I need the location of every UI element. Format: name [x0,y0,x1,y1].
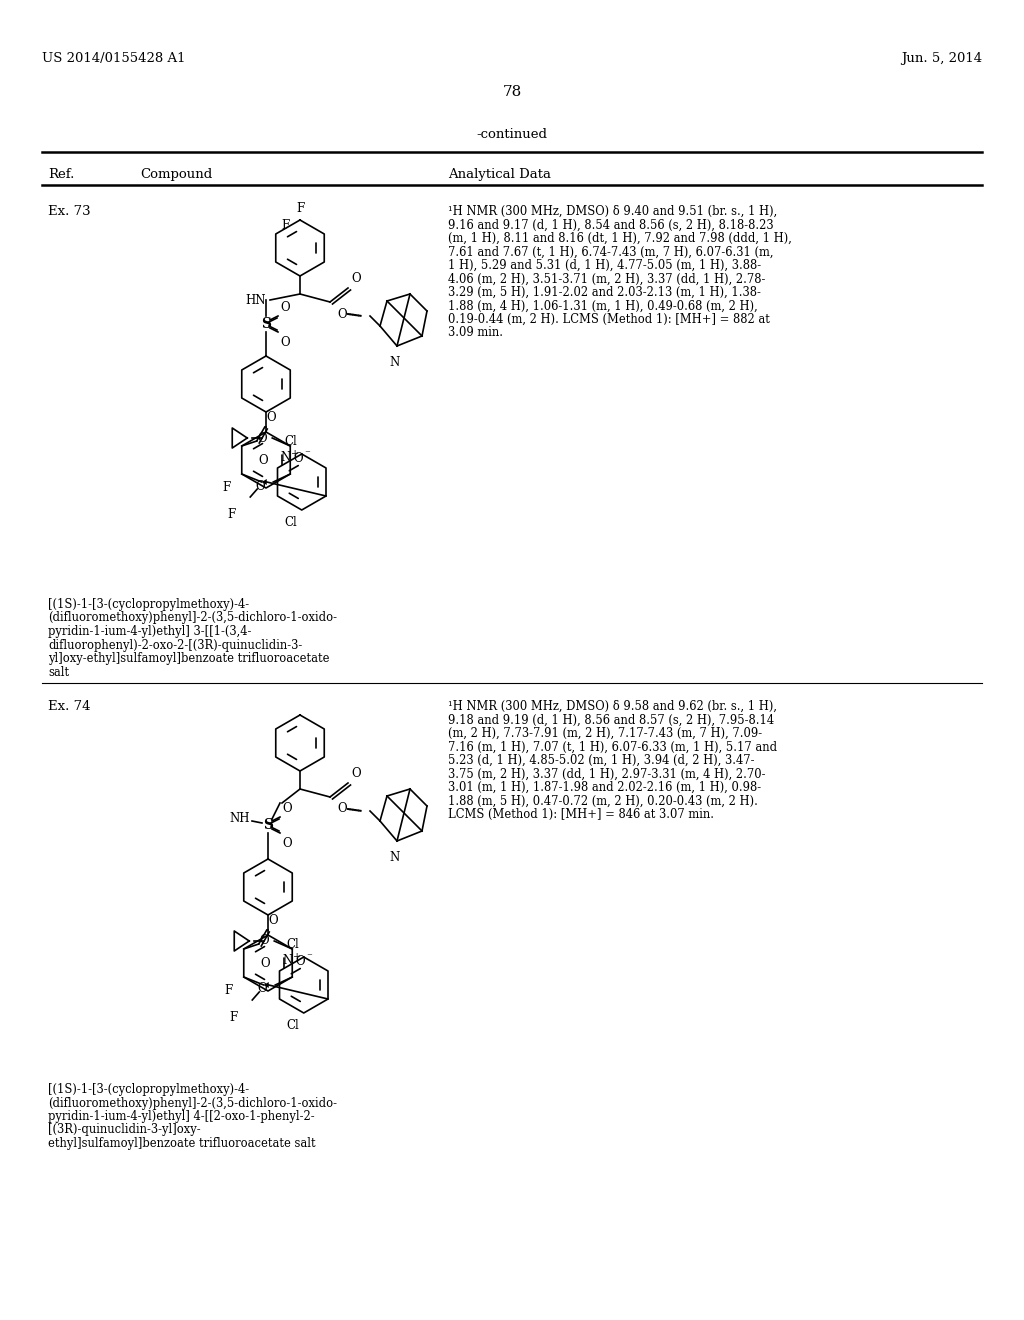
Text: O: O [282,837,292,850]
Text: F: F [222,480,230,494]
Text: F: F [282,219,290,232]
Text: 78: 78 [503,84,521,99]
Text: 3.09 min.: 3.09 min. [449,326,503,339]
Text: 7.16 (m, 1 H), 7.07 (t, 1 H), 6.07-6.33 (m, 1 H), 5.17 and: 7.16 (m, 1 H), 7.07 (t, 1 H), 6.07-6.33 … [449,741,777,754]
Text: N: N [281,451,291,465]
Text: O: O [280,337,290,348]
Text: 1.88 (m, 4 H), 1.06-1.31 (m, 1 H), 0.49-0.68 (m, 2 H),: 1.88 (m, 4 H), 1.06-1.31 (m, 1 H), 0.49-… [449,300,758,313]
Text: Compound: Compound [140,168,212,181]
Text: O: O [337,803,347,816]
Text: O: O [351,272,360,285]
Text: US 2014/0155428 A1: US 2014/0155428 A1 [42,51,185,65]
Text: +: + [293,952,301,961]
Text: HN: HN [246,293,266,306]
Text: 3.29 (m, 5 H), 1.91-2.02 and 2.03-2.13 (m, 1 H), 1.38-: 3.29 (m, 5 H), 1.91-2.02 and 2.03-2.13 (… [449,286,761,300]
Text: O: O [260,935,269,948]
Text: 7.61 and 7.67 (t, 1 H), 6.74-7.43 (m, 7 H), 6.07-6.31 (m,: 7.61 and 7.67 (t, 1 H), 6.74-7.43 (m, 7 … [449,246,773,259]
Text: (m, 1 H), 8.11 and 8.16 (dt, 1 H), 7.92 and 7.98 (ddd, 1 H),: (m, 1 H), 8.11 and 8.16 (dt, 1 H), 7.92 … [449,232,792,246]
Text: N: N [390,356,400,370]
Text: Ex. 73: Ex. 73 [48,205,91,218]
Text: Cl: Cl [286,1019,299,1032]
Text: F: F [229,1011,238,1024]
Text: Ref.: Ref. [48,168,75,181]
Text: ⁻: ⁻ [306,952,312,962]
Text: NH: NH [229,813,250,825]
Text: 4.06 (m, 2 H), 3.51-3.71 (m, 2 H), 3.37 (dd, 1 H), 2.78-: 4.06 (m, 2 H), 3.51-3.71 (m, 2 H), 3.37 … [449,272,765,285]
Text: O: O [337,308,347,321]
Polygon shape [262,479,266,484]
Text: S: S [263,818,273,832]
Text: -continued: -continued [476,128,548,141]
Text: O: O [294,451,303,465]
Text: LCMS (Method 1): [MH+] = 846 at 3.07 min.: LCMS (Method 1): [MH+] = 846 at 3.07 min… [449,808,714,821]
Text: N: N [283,954,293,968]
Text: [(1S)-1-[3-(cyclopropylmethoxy)-4-: [(1S)-1-[3-(cyclopropylmethoxy)-4- [48,1082,249,1096]
Text: [(3R)-quinuclidin-3-yl]oxy-: [(3R)-quinuclidin-3-yl]oxy- [48,1123,201,1137]
Text: Jun. 5, 2014: Jun. 5, 2014 [901,51,982,65]
Polygon shape [264,982,268,987]
Text: F: F [224,983,232,997]
Text: 5.23 (d, 1 H), 4.85-5.02 (m, 1 H), 3.94 (d, 2 H), 3.47-: 5.23 (d, 1 H), 4.85-5.02 (m, 1 H), 3.94 … [449,754,755,767]
Text: pyridin-1-ium-4-yl)ethyl] 3-[[1-(3,4-: pyridin-1-ium-4-yl)ethyl] 3-[[1-(3,4- [48,624,251,638]
Text: 0.19-0.44 (m, 2 H). LCMS (Method 1): [MH+] = 882 at: 0.19-0.44 (m, 2 H). LCMS (Method 1): [MH… [449,313,770,326]
Text: O: O [260,957,269,970]
Text: +: + [291,449,299,458]
Text: Ex. 74: Ex. 74 [48,700,90,713]
Text: O: O [258,454,267,467]
Text: Cl: Cl [286,939,299,950]
Text: S: S [261,317,271,331]
Text: 3.75 (m, 2 H), 3.37 (dd, 1 H), 2.97-3.31 (m, 4 H), 2.70-: 3.75 (m, 2 H), 3.37 (dd, 1 H), 2.97-3.31… [449,767,766,780]
Text: O: O [351,767,360,780]
Text: (difluoromethoxy)phenyl]-2-(3,5-dichloro-1-oxido-: (difluoromethoxy)phenyl]-2-(3,5-dichloro… [48,1097,337,1110]
Text: ⁻: ⁻ [304,449,310,459]
Text: 1 H), 5.29 and 5.31 (d, 1 H), 4.77-5.05 (m, 1 H), 3.88-: 1 H), 5.29 and 5.31 (d, 1 H), 4.77-5.05 … [449,259,761,272]
Text: O: O [266,411,276,424]
Text: Cl: Cl [284,436,297,447]
Text: O: O [282,803,292,814]
Text: yl]oxy-ethyl]sulfamoyl]benzoate trifluoroacetate: yl]oxy-ethyl]sulfamoyl]benzoate trifluor… [48,652,330,665]
Text: 3.01 (m, 1 H), 1.87-1.98 and 2.02-2.16 (m, 1 H), 0.98-: 3.01 (m, 1 H), 1.87-1.98 and 2.02-2.16 (… [449,781,761,795]
Text: O: O [256,479,265,492]
Text: ethyl]sulfamoyl]benzoate trifluoroacetate salt: ethyl]sulfamoyl]benzoate trifluoroacetat… [48,1137,315,1150]
Text: F: F [227,508,236,521]
Text: 9.18 and 9.19 (d, 1 H), 8.56 and 8.57 (s, 2 H), 7.95-8.14: 9.18 and 9.19 (d, 1 H), 8.56 and 8.57 (s… [449,714,774,726]
Text: Analytical Data: Analytical Data [449,168,551,181]
Text: (m, 2 H), 7.73-7.91 (m, 2 H), 7.17-7.43 (m, 7 H), 7.09-: (m, 2 H), 7.73-7.91 (m, 2 H), 7.17-7.43 … [449,727,762,741]
Text: N: N [390,851,400,865]
Text: (difluoromethoxy)phenyl]-2-(3,5-dichloro-1-oxido-: (difluoromethoxy)phenyl]-2-(3,5-dichloro… [48,611,337,624]
Text: pyridin-1-ium-4-yl)ethyl] 4-[[2-oxo-1-phenyl-2-: pyridin-1-ium-4-yl)ethyl] 4-[[2-oxo-1-ph… [48,1110,314,1123]
Text: O: O [280,301,290,314]
Text: salt: salt [48,665,70,678]
Text: ¹H NMR (300 MHz, DMSO) δ 9.40 and 9.51 (br. s., 1 H),: ¹H NMR (300 MHz, DMSO) δ 9.40 and 9.51 (… [449,205,777,218]
Text: 1.88 (m, 5 H), 0.47-0.72 (m, 2 H), 0.20-0.43 (m, 2 H).: 1.88 (m, 5 H), 0.47-0.72 (m, 2 H), 0.20-… [449,795,758,808]
Text: ¹H NMR (300 MHz, DMSO) δ 9.58 and 9.62 (br. s., 1 H),: ¹H NMR (300 MHz, DMSO) δ 9.58 and 9.62 (… [449,700,777,713]
Text: O: O [258,432,267,445]
Text: 9.16 and 9.17 (d, 1 H), 8.54 and 8.56 (s, 2 H), 8.18-8.23: 9.16 and 9.17 (d, 1 H), 8.54 and 8.56 (s… [449,219,773,231]
Text: O: O [296,954,305,968]
Text: F: F [296,202,304,215]
Text: Cl: Cl [284,516,297,529]
Text: O: O [258,982,267,995]
Text: O: O [268,913,279,927]
Text: [(1S)-1-[3-(cyclopropylmethoxy)-4-: [(1S)-1-[3-(cyclopropylmethoxy)-4- [48,598,249,611]
Text: difluorophenyl)-2-oxo-2-[(3R)-quinuclidin-3-: difluorophenyl)-2-oxo-2-[(3R)-quinuclidi… [48,639,302,652]
